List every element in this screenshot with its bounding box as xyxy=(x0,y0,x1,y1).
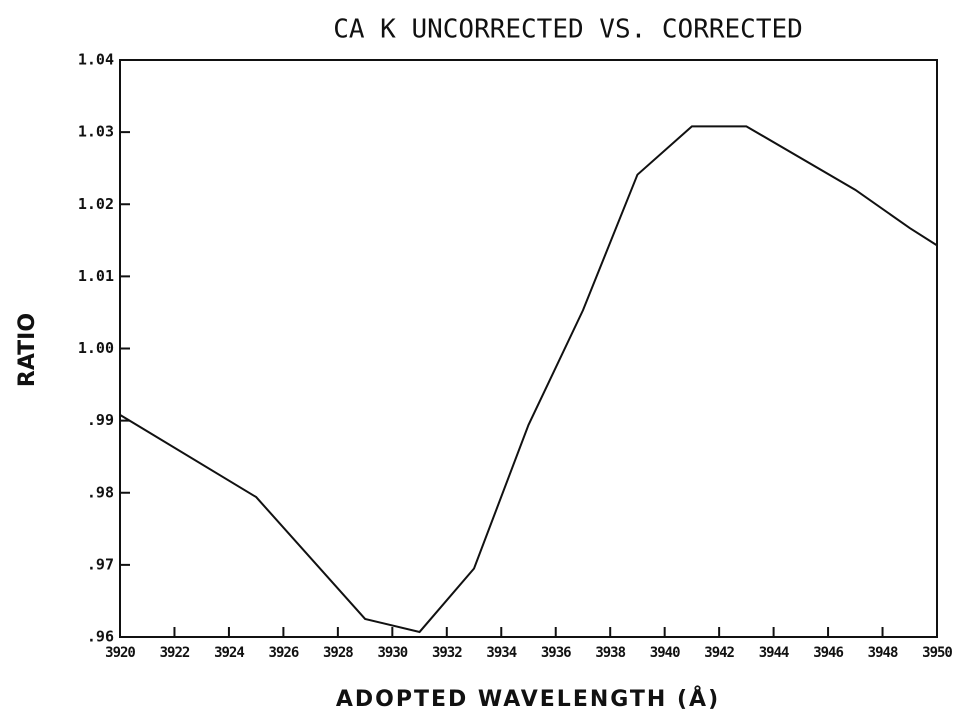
x-tick-label: 3932 xyxy=(432,645,462,661)
y-tick-label: .96 xyxy=(87,628,114,646)
x-tick-label: 3934 xyxy=(486,645,516,661)
y-tick-label: 1.00 xyxy=(78,339,114,357)
y-tick-label: .97 xyxy=(87,555,114,573)
x-tick-label: 3942 xyxy=(704,645,734,661)
y-tick-label: 1.03 xyxy=(78,123,114,141)
y-axis-label: RATIO xyxy=(15,313,40,387)
y-tick-label: 1.04 xyxy=(78,51,114,69)
x-tick-label: 3944 xyxy=(759,645,789,661)
x-tick-label: 3930 xyxy=(377,645,407,661)
y-tick-label: 1.01 xyxy=(78,267,114,285)
x-tick-label: 3948 xyxy=(868,645,898,661)
y-tick-label: .99 xyxy=(87,411,114,429)
x-tick-label: 3922 xyxy=(160,645,190,661)
x-tick-label: 3920 xyxy=(105,645,135,661)
chart-title: CA K UNCORRECTED VS. CORRECTED xyxy=(333,15,803,45)
y-tick-label: 1.02 xyxy=(78,195,114,213)
y-tick-label: .98 xyxy=(87,483,114,501)
x-tick-label: 3936 xyxy=(541,645,571,661)
data-line xyxy=(119,125,938,634)
x-tick-label: 3928 xyxy=(323,645,353,661)
x-tick-label: 3938 xyxy=(595,645,625,661)
x-tick-label: 3924 xyxy=(214,645,244,661)
x-tick-label: 3950 xyxy=(922,645,952,661)
x-tick-label: 3946 xyxy=(813,645,843,661)
x-tick-label: 3926 xyxy=(269,645,299,661)
plot-frame xyxy=(119,59,938,638)
x-tick-label: 3940 xyxy=(650,645,680,661)
x-axis-label: ADOPTED WAVELENGTH (Å) xyxy=(336,686,720,712)
